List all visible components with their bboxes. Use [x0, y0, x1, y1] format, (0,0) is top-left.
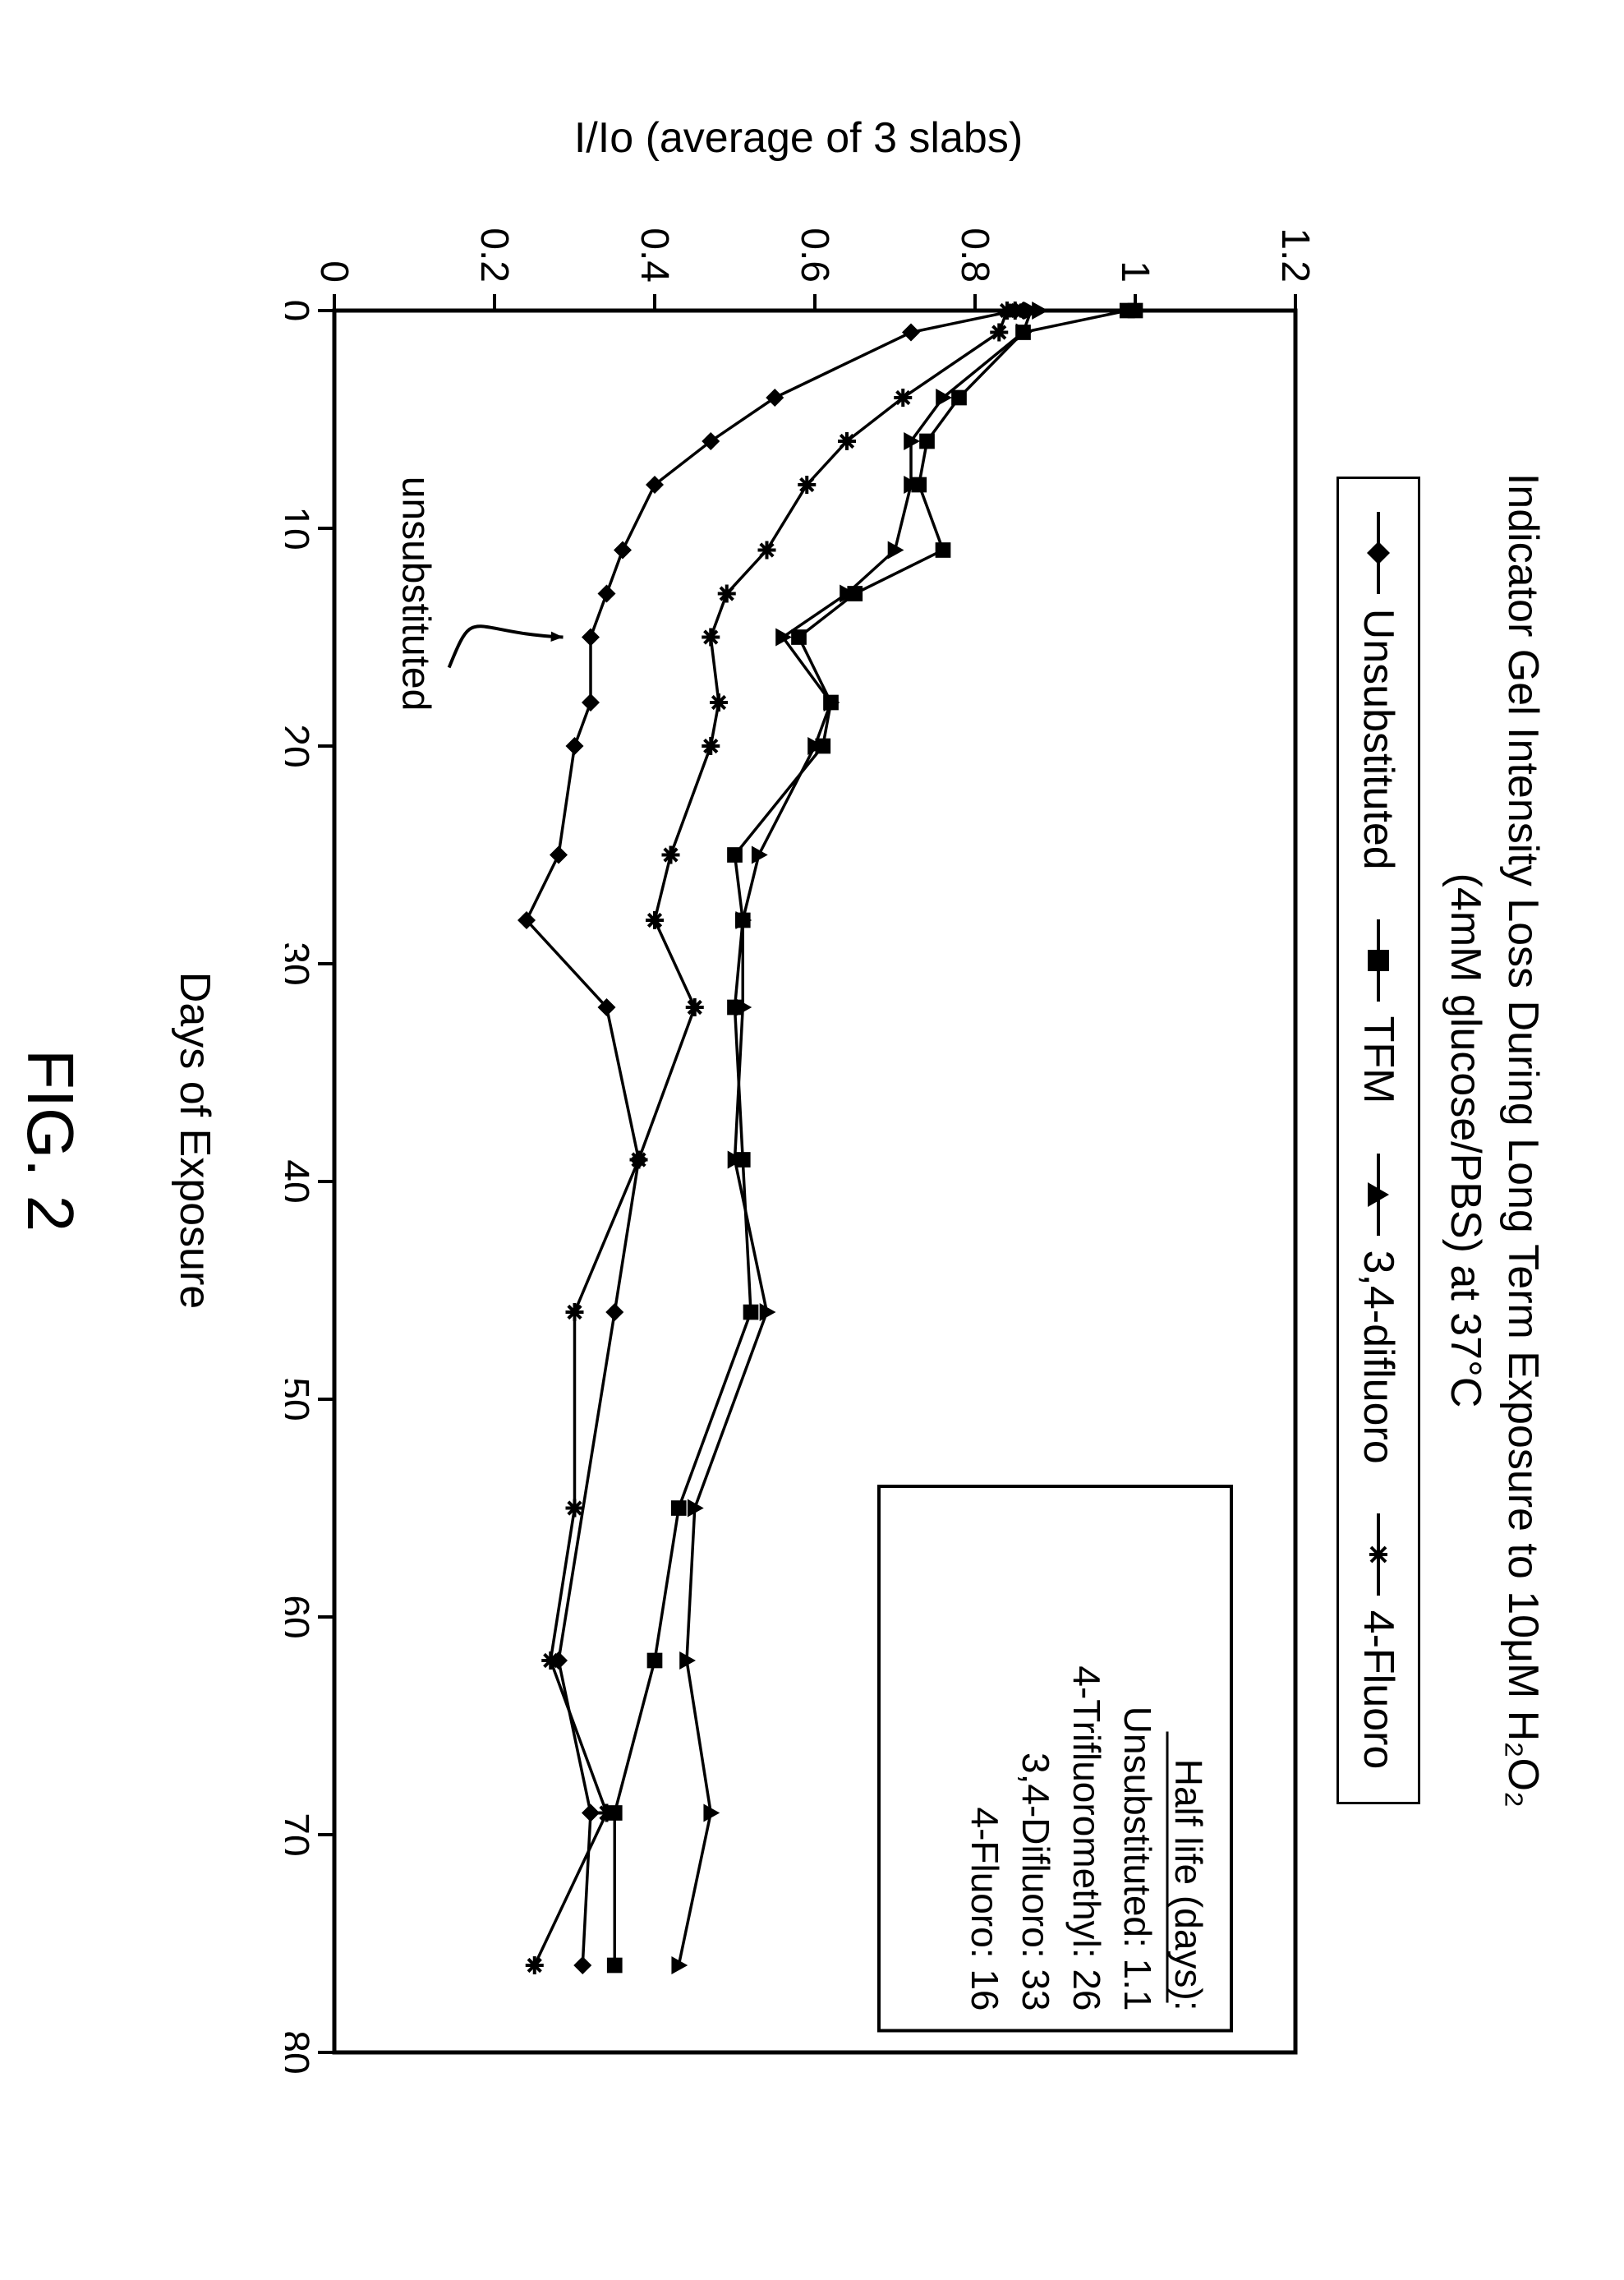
square-icon — [1361, 919, 1394, 1001]
title-line-1: Indicator Gel Intensity Loss During Long… — [1499, 472, 1547, 1807]
svg-text:50: 50 — [284, 1377, 315, 1421]
svg-text:0.4: 0.4 — [632, 228, 675, 283]
svg-text:Half life (days):: Half life (days): — [1166, 1758, 1209, 2011]
title-line-2: (4mM glucose/PBS) at 37°C — [1441, 873, 1488, 1407]
svg-text:30: 30 — [284, 942, 315, 985]
legend-label: TFM — [1353, 1016, 1402, 1103]
svg-text:20: 20 — [284, 724, 315, 767]
svg-text:1: 1 — [1112, 260, 1156, 283]
svg-text:Unsubstituted: 1.1: Unsubstituted: 1.1 — [1116, 1706, 1158, 2011]
triangle-icon — [1361, 1153, 1394, 1235]
legend-item-unsubstituted: Unsubstituted — [1353, 511, 1402, 869]
legend-item-fluoro: 4-Fluoro — [1353, 1513, 1402, 1769]
svg-text:0: 0 — [311, 260, 355, 283]
svg-text:40: 40 — [284, 1159, 315, 1203]
svg-text:60: 60 — [284, 1595, 315, 1638]
svg-text:4-Fluoro: 16: 4-Fluoro: 16 — [963, 1807, 1005, 2011]
chart-title: Indicator Gel Intensity Loss During Long… — [1436, 113, 1551, 2167]
svg-text:0.6: 0.6 — [792, 228, 835, 283]
legend-label: Unsubstituted — [1353, 608, 1402, 869]
legend-item-difluoro: 3,4-difluoro — [1353, 1153, 1402, 1463]
svg-text:70: 70 — [284, 1812, 315, 1856]
svg-text:1.2: 1.2 — [1272, 228, 1311, 283]
figure: Indicator Gel Intensity Loss During Long… — [73, 113, 1552, 2167]
chart-svg: 0 10 20 30 40 50 60 70 80 0 0.2 0.4 0.6 0.8 1 1.2 unsubs… — [284, 196, 1311, 2085]
page: Indicator Gel Intensity Loss During Long… — [0, 0, 1624, 2280]
legend-item-tfm: TFM — [1353, 919, 1402, 1103]
svg-text:4-Trifluoromethyl: 26: 4-Trifluoromethyl: 26 — [1065, 1665, 1107, 2011]
plot-area: I/Io (average of 3 slabs) 01020304050607… — [284, 196, 1311, 2085]
svg-text:80: 80 — [284, 2030, 315, 2074]
legend: Unsubstituted TFM 3,4-difluoro — [1336, 476, 1419, 1804]
x-axis-label: Days of Exposure — [169, 113, 219, 2167]
figure-caption: FIG. 2 — [12, 113, 87, 2167]
legend-label: 4-Fluoro — [1353, 1610, 1402, 1769]
svg-text:unsubstituted: unsubstituted — [393, 476, 437, 711]
y-axis-label: I/Io (average of 3 slabs) — [573, 113, 1022, 163]
svg-text:3,4-Difluoro: 33: 3,4-Difluoro: 33 — [1014, 1753, 1056, 2011]
svg-text:0: 0 — [284, 299, 315, 321]
svg-text:0.8: 0.8 — [952, 228, 996, 283]
svg-text:10: 10 — [284, 506, 315, 550]
diamond-icon — [1361, 511, 1394, 593]
asterisk-icon — [1361, 1513, 1394, 1595]
svg-text:0.2: 0.2 — [472, 228, 515, 283]
legend-label: 3,4-difluoro — [1353, 1250, 1402, 1463]
